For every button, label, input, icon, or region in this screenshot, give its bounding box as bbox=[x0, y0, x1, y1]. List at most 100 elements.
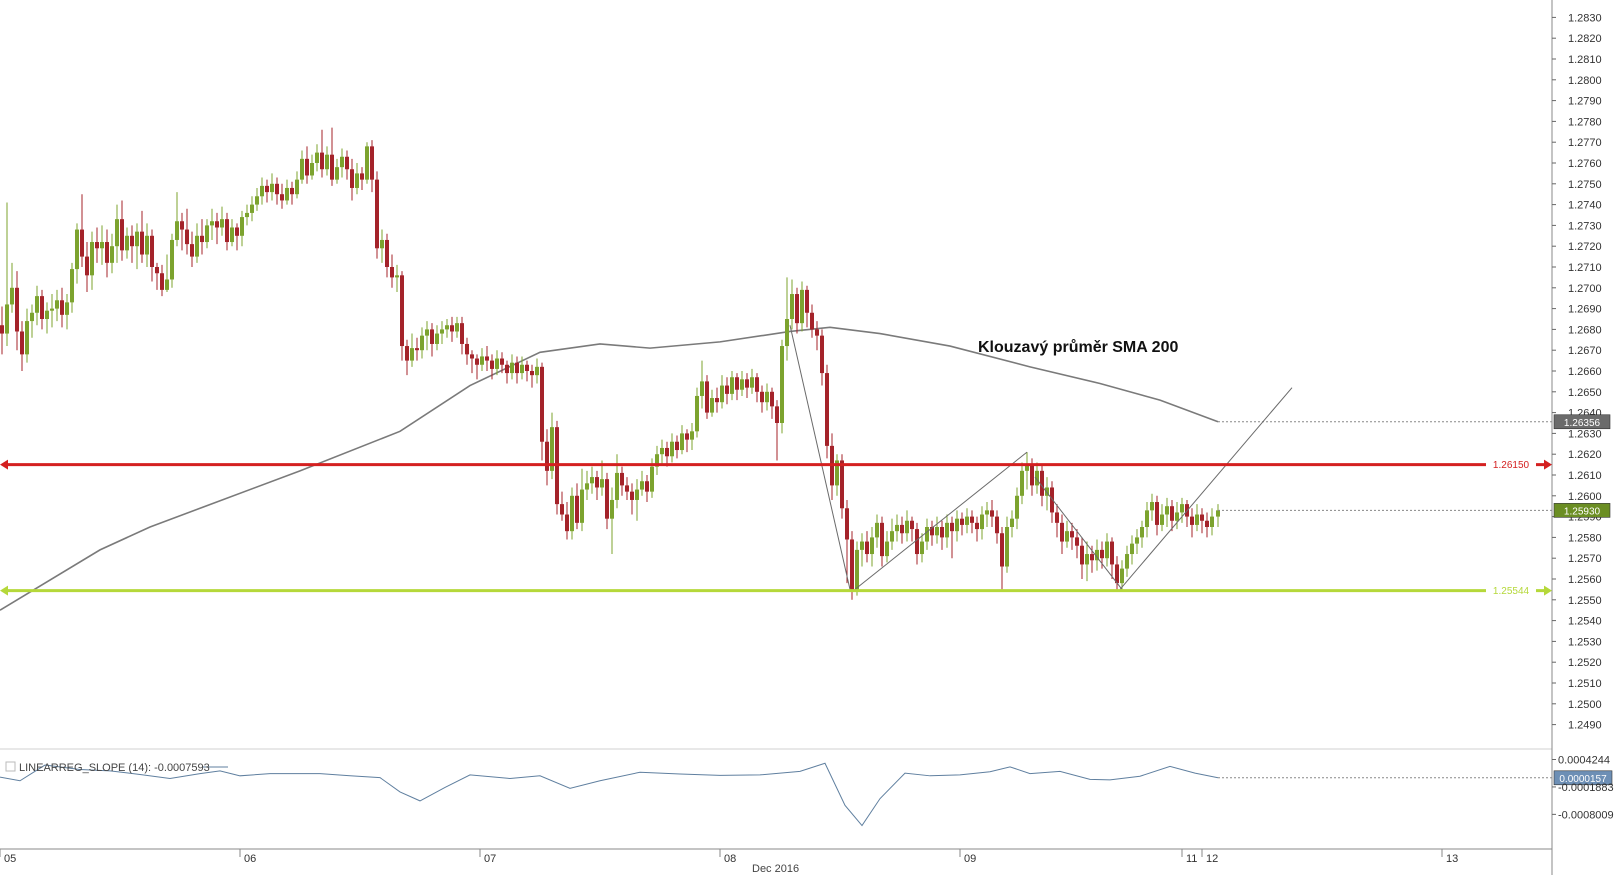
candle-body bbox=[120, 219, 124, 251]
candle-body bbox=[105, 242, 109, 263]
candle-body bbox=[640, 481, 644, 490]
indicator-tick-label: -0.0001883 bbox=[1558, 782, 1614, 794]
candle-body bbox=[765, 391, 769, 403]
candle-body bbox=[790, 294, 794, 319]
candle-body bbox=[350, 169, 354, 188]
candle-body bbox=[1065, 531, 1069, 542]
candle-body bbox=[315, 152, 319, 163]
candle-body bbox=[670, 441, 674, 457]
candle-body bbox=[400, 275, 404, 347]
trendline bbox=[1034, 476, 1123, 590]
candle-body bbox=[1160, 514, 1164, 525]
candle-body bbox=[175, 221, 179, 240]
candle-body bbox=[170, 239, 174, 280]
candle-body bbox=[55, 300, 59, 309]
candle-body bbox=[1100, 549, 1104, 559]
candle-body bbox=[540, 366, 544, 442]
candle-body bbox=[460, 323, 464, 344]
price-tick-label: 1.2700 bbox=[1568, 283, 1602, 295]
candle-body bbox=[480, 356, 484, 365]
candle-body bbox=[280, 194, 284, 201]
chart-grid bbox=[0, 0, 1553, 875]
candle-body bbox=[805, 289, 809, 313]
candle-body bbox=[1165, 506, 1169, 515]
last-price-tag bbox=[1553, 503, 1611, 518]
candle-body bbox=[1035, 470, 1039, 486]
candle-body bbox=[45, 310, 49, 319]
resistance-arrow-left bbox=[0, 459, 8, 470]
support-label: 1.25544 bbox=[1493, 586, 1530, 597]
candle-body bbox=[345, 156, 349, 170]
trendline bbox=[854, 451, 1028, 590]
resistance-arrow-right bbox=[1544, 459, 1552, 470]
candle-body bbox=[330, 154, 334, 180]
candle-body bbox=[1170, 506, 1174, 521]
candle-body bbox=[725, 385, 729, 394]
candle-body bbox=[750, 377, 754, 388]
candle-body bbox=[775, 406, 779, 423]
indicator-label: LINEARREG_SLOPE (14): -0.0007593 bbox=[19, 762, 210, 774]
price-tick-label: 1.2660 bbox=[1568, 366, 1602, 378]
candle-body bbox=[225, 219, 229, 243]
candle-body bbox=[35, 296, 39, 313]
candle-body bbox=[15, 287, 19, 332]
candle-body bbox=[595, 477, 599, 488]
candle-body bbox=[965, 516, 969, 525]
candle-body bbox=[160, 273, 164, 290]
time-tick-label: 05 bbox=[4, 853, 16, 865]
candle-body bbox=[485, 356, 489, 361]
candle-body bbox=[885, 541, 889, 557]
candle-body bbox=[285, 187, 289, 201]
candle-body bbox=[1205, 520, 1209, 527]
candle-body bbox=[850, 539, 854, 590]
candle-body bbox=[505, 364, 509, 374]
candle-body bbox=[575, 495, 579, 523]
candle-body bbox=[600, 479, 604, 488]
candle-body bbox=[1216, 510, 1220, 517]
candle-body bbox=[835, 460, 839, 486]
resistance-label: 1.26150 bbox=[1493, 460, 1530, 471]
candle-body bbox=[1090, 554, 1094, 561]
price-tick-label: 1.2650 bbox=[1568, 387, 1602, 399]
candle-body bbox=[780, 346, 784, 423]
candle-body bbox=[65, 302, 69, 315]
candle-body bbox=[845, 508, 849, 540]
candle-body bbox=[930, 527, 934, 536]
indicator-pane: 0.0000157 bbox=[0, 761, 1613, 827]
candle-body bbox=[0, 325, 4, 334]
candle-body bbox=[1175, 512, 1179, 521]
candle-body bbox=[630, 491, 634, 500]
candle-body bbox=[1080, 545, 1084, 565]
candle-body bbox=[245, 212, 249, 218]
candle-body bbox=[90, 242, 94, 276]
candle-body bbox=[1095, 549, 1099, 561]
candle-body bbox=[760, 391, 764, 403]
price-tick-label: 1.2550 bbox=[1568, 595, 1602, 607]
candle-body bbox=[100, 242, 104, 249]
time-tick-label: 09 bbox=[964, 853, 976, 865]
candle-body bbox=[70, 269, 74, 303]
candle-body bbox=[585, 483, 589, 490]
candle-body bbox=[705, 381, 709, 413]
price-tick-label: 1.2830 bbox=[1568, 12, 1602, 24]
candle-body bbox=[655, 454, 659, 467]
price-tick-label: 1.2800 bbox=[1568, 75, 1602, 87]
candle-body bbox=[740, 379, 744, 390]
candle-body bbox=[905, 520, 909, 534]
price-tick-label: 1.2530 bbox=[1568, 636, 1602, 648]
candle-body bbox=[635, 489, 639, 500]
candle-body bbox=[435, 333, 439, 344]
candle-body bbox=[915, 529, 919, 555]
indicator-tag-label: 0.0000157 bbox=[1559, 774, 1607, 785]
candle-body bbox=[180, 221, 184, 230]
candle-body bbox=[955, 518, 959, 532]
price-tick-label: 1.2710 bbox=[1568, 262, 1602, 274]
candle-body bbox=[825, 373, 829, 446]
candle-body bbox=[295, 179, 299, 195]
candle-body bbox=[820, 335, 824, 374]
candle-body bbox=[1115, 564, 1119, 584]
candle-body bbox=[890, 531, 894, 542]
sma-value-tag-label: 1.26356 bbox=[1564, 418, 1601, 429]
candle-body bbox=[465, 343, 469, 355]
